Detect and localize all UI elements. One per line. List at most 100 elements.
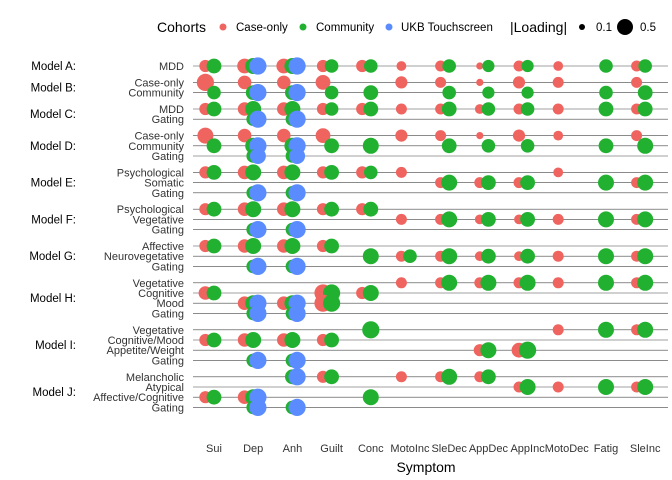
point-model-d-community-appinc-community [520,139,535,153]
point-model-i-cognitive-mood-anh-community [284,332,301,348]
point-model-e-somatic-sleinc-community [637,174,654,191]
point-model-c-mdd-conc-community [363,101,379,117]
point-model-i-vegetative-motodec-case-only [552,324,564,336]
point-model-j-gating-anh-ukb-touchscreen [288,398,306,416]
point-model-i-gating-dep-ukb-touchscreen [249,351,267,369]
factor-labels: MDDCase-onlyCommunityMDDGatingCase-onlyC… [93,61,184,414]
point-model-g-gating-anh-ukb-touchscreen [288,257,306,275]
point-model-j-melancholic-sledec-community [441,368,458,385]
legend-size-label-large: 0.5 [640,22,656,34]
factor-label-psychological: Psychological [117,204,184,216]
model-label-model-f: Model F: [31,214,76,226]
point-model-e-psychological-guilt-community [324,165,339,180]
point-model-b-community-appinc-community [521,86,534,99]
point-model-e-psychological-conc-community [364,165,378,180]
point-model-i-vegetative-conc-community [362,321,380,339]
point-model-h-vegetative-sledec-community [441,274,458,291]
factor-label-gating: Gating [152,188,184,200]
point-model-b-community-guilt-community [324,85,339,100]
point-model-g-affective-anh-community [284,238,301,254]
point-model-a-mdd-appinc-case-only [513,60,525,72]
point-model-d-community-guilt-community [324,138,339,154]
point-model-d-gating-anh-ukb-touchscreen [289,148,306,164]
point-model-g-neurovegetative-conc-community [362,248,379,265]
point-model-c-mdd-sledec-community [441,101,457,117]
point-model-f-gating-dep-ukb-touchscreen [249,221,267,239]
point-model-d-gating-dep-ukb-touchscreen [249,148,266,164]
point-model-d-community-fatig-community [598,138,614,154]
point-model-d-case-only-appdec-case-only [476,132,484,140]
legend-swatch-case-only [219,23,227,31]
point-model-j-atypical-motodec-case-only [552,381,564,393]
point-model-b-community-conc-community [363,85,379,100]
point-model-f-vegetative-sledec-community [441,211,458,228]
point-model-a-mdd-sledec-community [442,59,457,73]
point-model-e-psychological-anh-community [284,164,301,181]
factor-label-community: Community [128,141,184,153]
point-model-j-affective-cognitive-sui-community [206,389,222,405]
point-model-h-gating-anh-ukb-touchscreen [288,304,306,322]
point-model-g-neurovegetative-appinc-community [520,248,535,264]
x-tick-fatig: Fatig [594,443,618,455]
point-model-b-community-dep-ukb-touchscreen [249,84,267,102]
factor-label-case-only: Case-only [134,77,184,89]
factor-label-melancholic: Melancholic [126,372,185,384]
point-model-i-appetite-weight-appinc-community [519,341,537,359]
point-model-g-neurovegetative-motodec-case-only [552,250,564,262]
factor-label-mdd: MDD [159,61,184,73]
factor-label-case-only: Case-only [134,131,184,143]
point-model-g-neurovegetative-fatig-community [598,248,614,265]
factor-label-gating: Gating [152,261,184,273]
factor-label-gating: Gating [152,114,184,126]
point-model-i-appetite-weight-appdec-community [480,342,497,359]
point-model-g-affective-sui-community [206,238,222,254]
point-model-f-vegetative-motoinc-case-only [395,213,407,225]
point-model-e-psychological-sui-community [206,165,222,180]
point-model-c-mdd-sleinc-community [637,101,653,117]
point-model-b-case-only-sledec-case-only [435,76,447,88]
point-model-h-gating-dep-ukb-touchscreen [249,304,267,322]
point-model-d-community-sui-community [206,138,222,154]
point-model-g-neurovegetative-sledec-community [441,248,458,265]
factor-label-affective-cognitive: Affective/Cognitive [93,392,184,404]
point-model-j-gating-dep-ukb-touchscreen [249,398,267,416]
point-model-f-psychological-sui-community [206,201,222,217]
point-model-f-vegetative-appdec-community [481,212,496,227]
point-model-b-case-only-sleinc-case-only [631,76,643,88]
point-model-d-case-only-guilt-case-only [315,128,331,144]
point-model-c-mdd-appdec-community [481,102,496,116]
legend-label-community: Community [316,22,374,34]
point-model-d-case-only-motodec-case-only [553,130,564,141]
point-model-d-case-only-appinc-case-only [512,129,526,142]
point-model-b-case-only-appdec-case-only [476,78,484,86]
model-label-model-d: Model D: [30,141,76,153]
data-points [196,57,654,416]
point-model-d-community-conc-community [362,137,379,154]
legend-size-swatch-small [579,24,585,30]
point-model-f-psychological-anh-community [284,201,301,218]
point-model-h-cognitive-sui-community [206,285,222,301]
x-tick-conc: Conc [358,443,384,455]
factor-label-gating: Gating [152,225,184,237]
point-model-j-atypical-appinc-community [519,379,536,395]
point-model-a-mdd-dep-ukb-touchscreen [249,57,267,75]
model-labels: Model A: Model B: Model C: Model D: Model E:… [29,61,76,399]
point-model-e-psychological-motoinc-case-only [395,166,407,178]
model-label-model-a: Model A: [31,61,76,73]
legend-size-swatch-large [617,19,633,35]
x-axis-title: Symptom [396,459,455,475]
point-model-f-psychological-conc-community [363,201,379,217]
point-model-j-melancholic-guilt-community [324,369,339,385]
point-model-f-vegetative-motodec-case-only [552,213,564,225]
point-model-f-vegetative-fatig-community [598,211,614,228]
point-model-h-vegetative-motoinc-case-only [395,277,407,289]
factor-label-atypical: Atypical [145,382,184,394]
point-model-c-mdd-motodec-case-only [552,103,564,115]
model-label-model-j: Model J: [33,387,76,399]
point-model-c-mdd-guilt-community [324,102,339,116]
x-tick-dep: Dep [243,443,263,455]
factor-label-affective: Affective [142,241,184,253]
legend-swatch-ukb-touchscreen [385,23,393,31]
point-model-h-vegetative-appdec-community [480,274,497,291]
x-tick-anh: Anh [283,443,303,455]
